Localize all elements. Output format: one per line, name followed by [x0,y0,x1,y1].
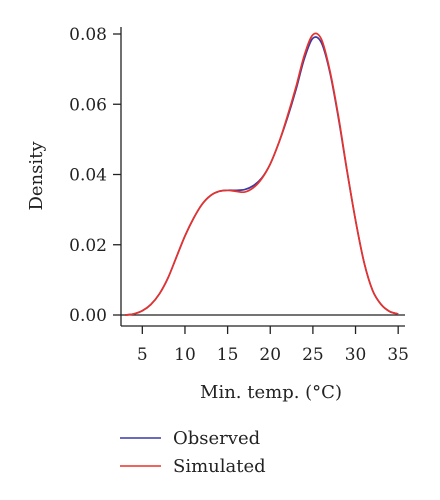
y-tick-label: 0.06 [69,95,107,115]
x-tick-label: 35 [387,345,409,365]
x-tick-label: 20 [259,345,281,365]
axes [120,27,405,327]
x-tick-label: 30 [345,345,367,365]
y-tick-label: 0.04 [69,166,107,186]
series-layer [125,32,399,316]
x-tick-label: 25 [302,345,324,365]
series-line-simulated [125,32,399,316]
y-tick-label: 0.00 [69,306,107,326]
legend-label-simulated: Simulated [173,456,266,477]
x-tick-label: 10 [174,345,196,365]
x-axis-label: Min. temp. (°C) [200,382,342,403]
x-tick-label: 5 [137,345,148,365]
series-line-observed [125,36,399,316]
y-axis-label: Density [26,141,47,211]
legend: Observed Simulated [120,428,266,477]
legend-label-observed: Observed [173,428,260,449]
x-ticks: 5 10 15 20 25 30 35 [137,326,409,365]
y-tick-label: 0.08 [69,25,107,45]
y-tick-label: 0.02 [69,236,107,256]
x-tick-label: 15 [217,345,239,365]
y-ticks: 0.00 0.02 0.04 0.06 0.08 [69,25,121,326]
